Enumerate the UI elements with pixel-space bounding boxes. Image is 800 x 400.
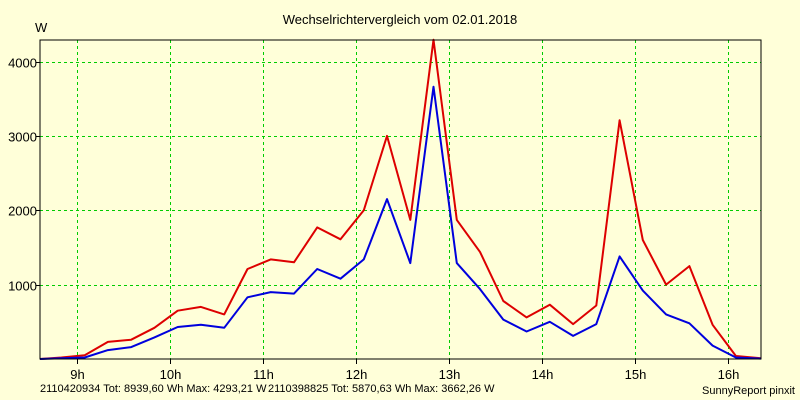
series-lines — [39, 38, 762, 360]
grid — [40, 40, 761, 359]
x-tick-label: 14h — [532, 367, 554, 382]
plot-frame — [39, 39, 762, 360]
axis-ticks: 9h 10h 11h 12h 13h 14h 15h 16h 1000 2000 3000 4000 — [8, 56, 739, 383]
x-tick-label: 11h — [253, 367, 274, 382]
x-tick-label: 9h — [70, 367, 84, 382]
x-tick-label: 15h — [625, 367, 647, 382]
x-tick-label: 13h — [439, 367, 461, 382]
chart-title: Wechselrichtervergleich vom 02.01.2018 — [283, 12, 518, 27]
y-tick-label: 2000 — [8, 204, 37, 219]
legend-entry-series-1: 2110420934 Tot: 8939,60 Wh Max: 4293,21 … — [40, 383, 267, 395]
series-line-1 — [39, 38, 762, 360]
y-tick-label: 4000 — [8, 56, 37, 71]
series-line-2 — [39, 85, 762, 360]
x-tick-label: 10h — [160, 367, 182, 382]
legend-entry-series-2: 2110398825 Tot: 5870,63 Wh Max: 3662,26 … — [268, 383, 495, 395]
y-tick-label: 1000 — [8, 279, 37, 294]
x-tick-label: 16h — [718, 367, 740, 382]
y-tick-label: 3000 — [8, 130, 37, 145]
chart-credit: SunnyReport pinxit — [702, 385, 795, 397]
x-tick-label: 12h — [346, 367, 368, 382]
y-axis-label: W — [35, 20, 48, 35]
